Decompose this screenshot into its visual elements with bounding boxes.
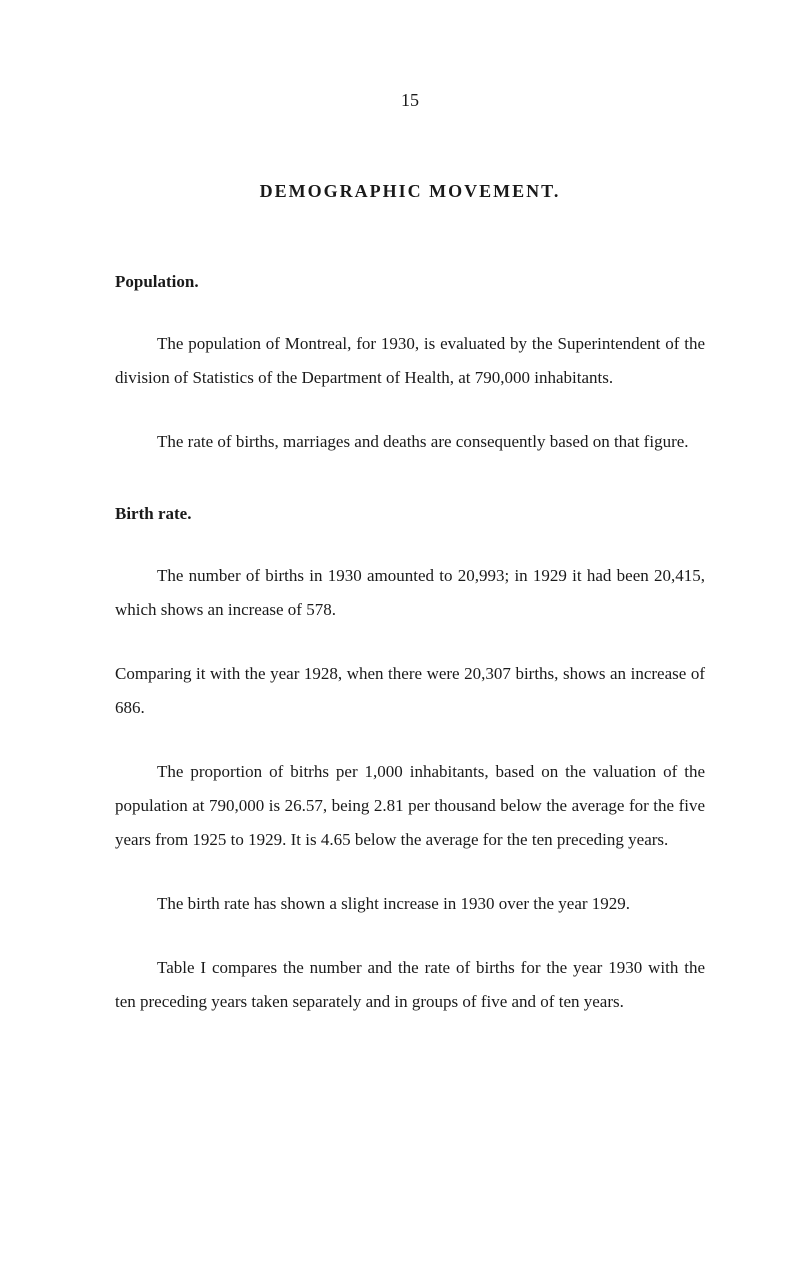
population-paragraph-2: The rate of births, marriages and deaths… xyxy=(115,425,705,459)
birth-rate-paragraph-4: The birth rate has shown a slight increa… xyxy=(115,887,705,921)
population-heading: Population. xyxy=(115,272,705,292)
birth-rate-paragraph-1: The number of births in 1930 amounted to… xyxy=(115,559,705,627)
birth-rate-heading: Birth rate. xyxy=(115,504,705,524)
birth-rate-paragraph-2: Comparing it with the year 1928, when th… xyxy=(115,657,705,725)
page-number: 15 xyxy=(115,90,705,111)
birth-rate-paragraph-3: The proportion of bitrhs per 1,000 inhab… xyxy=(115,755,705,857)
birth-rate-paragraph-5: Table I compares the number and the rate… xyxy=(115,951,705,1019)
population-paragraph-1: The population of Montreal, for 1930, is… xyxy=(115,327,705,395)
document-title: DEMOGRAPHIC MOVEMENT. xyxy=(115,181,705,202)
